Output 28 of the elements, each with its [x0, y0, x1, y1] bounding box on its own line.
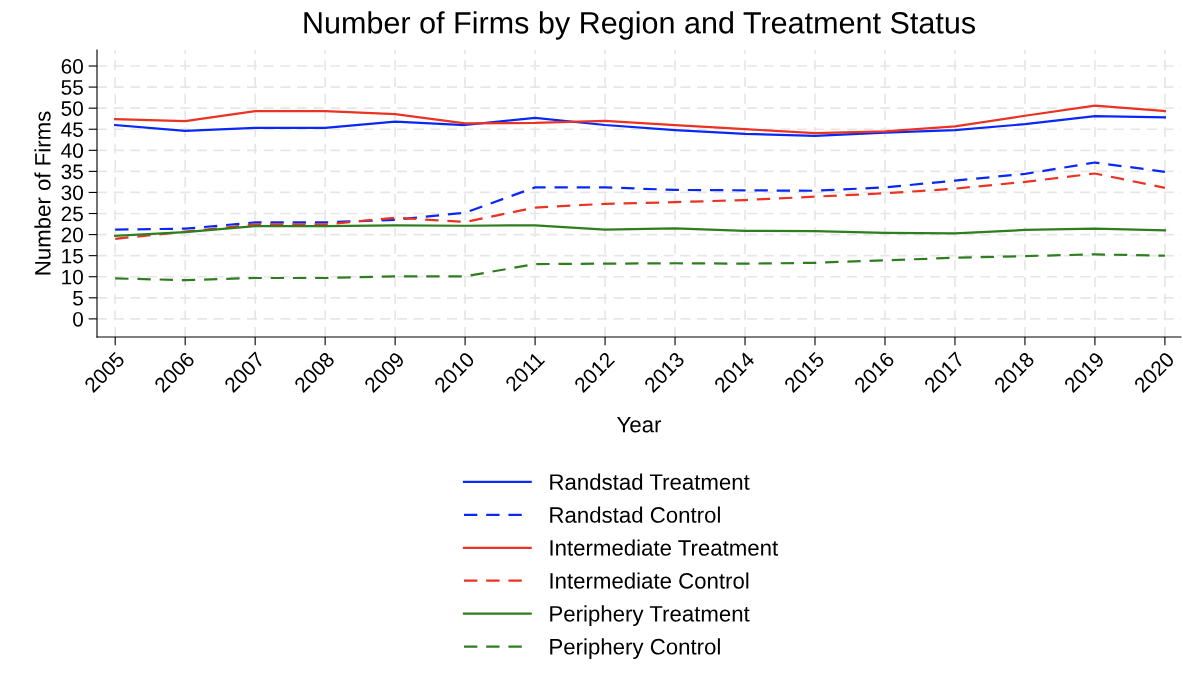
legend-label: Randstad Control	[550, 506, 720, 523]
y-tick-label: 55	[61, 80, 83, 95]
line-series	[114, 224, 1167, 237]
x-axis-title: Year	[617, 416, 662, 433]
line-series	[114, 161, 1167, 231]
line-series	[114, 172, 1167, 240]
y-tick-label: 50	[61, 101, 83, 116]
y-tick-label: 10	[62, 269, 83, 285]
legend-label: Periphery Treatment	[550, 605, 750, 627]
y-tick-label: 60	[61, 59, 83, 74]
line-series	[114, 115, 1167, 138]
y-tick-label: 20	[61, 227, 83, 243]
chart-title: Number of Firms by Region and Treatment Status	[304, 11, 976, 40]
y-tick-label: 5	[73, 291, 83, 306]
legend-label: Randstad Treatment	[550, 473, 750, 490]
y-axis-title: Number of Firms	[34, 111, 51, 275]
y-tick-label: 15	[62, 248, 83, 264]
y-tick-label: 30	[61, 185, 83, 201]
y-tick-label: 25	[61, 206, 83, 222]
y-tick-label: 0	[73, 311, 83, 327]
line-series	[114, 104, 1167, 135]
y-tick-label: 45	[61, 122, 83, 137]
line-series	[114, 253, 1167, 282]
legend-label: Periphery Control	[550, 638, 720, 659]
legend-label: Intermediate Treatment	[550, 539, 779, 556]
y-tick-label: 40	[61, 143, 83, 159]
legend-label: Intermediate Control	[550, 572, 749, 589]
y-tick-label: 35	[61, 164, 83, 180]
